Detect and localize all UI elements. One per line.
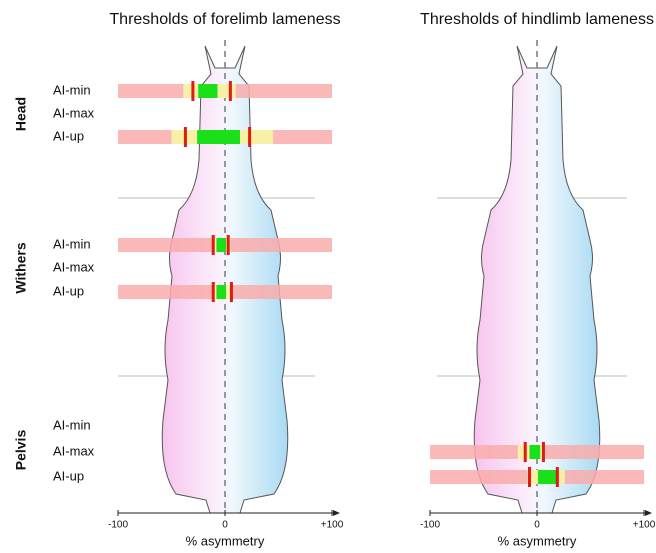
red-threshold	[523, 442, 527, 462]
green-zone	[216, 285, 227, 299]
row-label: AI-up	[53, 128, 84, 143]
x-tick-label: -100	[420, 520, 440, 531]
x-tick-label: +100	[633, 520, 656, 531]
row-label: AI-min	[53, 417, 91, 432]
red-threshold	[211, 282, 215, 302]
green-zone	[538, 470, 557, 484]
x-axis-arrow	[333, 510, 340, 516]
row-label: AI-min	[53, 82, 91, 97]
red-threshold	[541, 442, 545, 462]
group-label: Head	[13, 97, 29, 131]
red-threshold	[226, 235, 230, 255]
green-zone	[198, 84, 218, 98]
x-tick-label: 0	[534, 520, 540, 531]
row-label: AI-min	[53, 236, 91, 251]
x-axis-label: % asymmetry	[498, 533, 577, 548]
green-zone	[197, 130, 240, 144]
green-zone	[529, 445, 541, 459]
x-tick-label: 0	[222, 520, 228, 531]
group-label: Pelvis	[13, 430, 29, 471]
row-label: AI-up	[53, 283, 84, 298]
red-threshold	[528, 467, 532, 487]
red-threshold	[228, 81, 232, 101]
x-tick-label: -100	[108, 520, 128, 531]
red-threshold	[555, 467, 559, 487]
panel-title: Thresholds of forelimb lameness	[109, 11, 340, 28]
horse-silhouette	[161, 45, 289, 514]
x-axis-arrow	[645, 510, 652, 516]
row-label: AI-max	[53, 259, 95, 274]
red-threshold	[229, 282, 233, 302]
panel-title: Thresholds of hindlimb lameness	[420, 11, 654, 28]
green-zone	[216, 238, 227, 252]
row-label: AI-up	[53, 468, 84, 483]
x-axis-label: % asymmetry	[186, 533, 265, 548]
horse-silhouette	[473, 45, 601, 514]
red-threshold	[211, 235, 215, 255]
row-label: AI-max	[53, 105, 95, 120]
red-threshold	[248, 127, 252, 147]
row-label: AI-max	[53, 443, 95, 458]
x-tick-label: +100	[321, 520, 344, 531]
red-threshold	[191, 81, 195, 101]
red-threshold	[183, 127, 187, 147]
group-label: Withers	[13, 242, 29, 293]
